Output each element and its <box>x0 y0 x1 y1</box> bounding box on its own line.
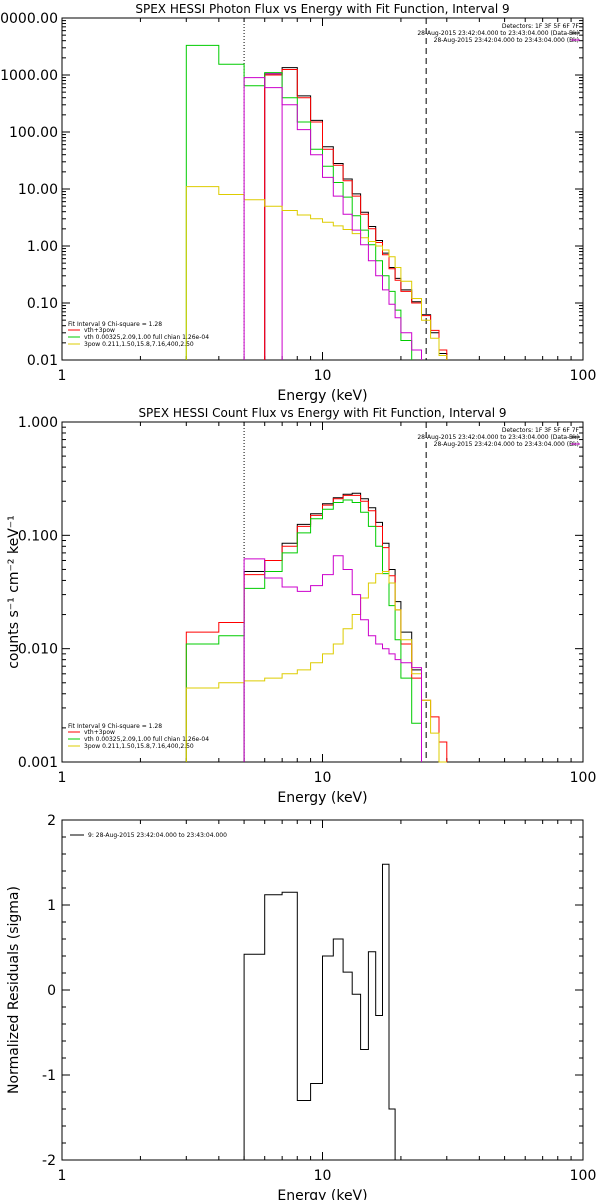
plot-frame <box>61 17 584 361</box>
y-tick-label: 0.100 <box>18 528 58 544</box>
y-tick-label: 0.01 <box>27 353 58 369</box>
y-tick-label: 2 <box>47 813 56 829</box>
x-tick-label: 10 <box>314 770 332 786</box>
y-axis-label: Normalized Residuals (sigma) <box>6 886 22 1094</box>
y-tick-label: 1 <box>47 898 56 914</box>
y-axis-label: counts s⁻¹ cm⁻² keV⁻¹ <box>6 515 22 669</box>
y-tick-label: -1 <box>42 1068 56 1084</box>
series-line-5 <box>243 555 422 762</box>
y-tick-label: 0.10 <box>27 296 58 312</box>
header-line: Detectors: 1F 3F 5F 6F 7F <box>502 23 580 30</box>
y-tick-label: 1.000 <box>18 415 58 431</box>
fit-label: Fit Interval 9 Chi-square = 1.28 <box>68 723 162 730</box>
fit-label: Fit Interval 9 Chi-square = 1.28 <box>68 321 162 328</box>
header-line: Detectors: 1F 3F 5F 6F 7F <box>502 427 580 434</box>
series-line-6 <box>243 77 422 360</box>
legend-label: vth+3pow <box>84 729 115 736</box>
legend-label: vth 0.00325,2.09,1.00 full chian 1.26e-0… <box>84 334 209 341</box>
x-tick-label: 1 <box>58 368 67 384</box>
x-axis-label: Energy (keV) <box>277 790 367 806</box>
y-tick-label: 100.00 <box>9 125 58 141</box>
legend-label: vth 0.00325,2.09,1.00 full chian 1.26e-0… <box>84 736 209 743</box>
y-tick-label: 1.00 <box>27 239 58 255</box>
legend-label: vth+3pow <box>84 327 115 334</box>
series-line-2 <box>185 494 448 762</box>
x-tick-label: 100 <box>570 770 597 786</box>
x-tick-label: 1 <box>58 770 67 786</box>
legend-label: 3pow 0.211,1.50,15.8,7.16,400,2.50 <box>84 341 194 348</box>
header-line: 28-Aug-2015 23:42:04.000 to 23:43:04.000… <box>417 30 579 37</box>
series-line-3 <box>264 69 448 360</box>
x-axis-label: Energy (keV) <box>277 388 367 404</box>
chart-panel-2: SPEX HESSI Count Flux vs Energy with Fit… <box>6 406 596 806</box>
series-line-5 <box>185 186 448 360</box>
y-tick-label: 0.010 <box>18 642 58 658</box>
y-tick-label: 0.001 <box>18 755 58 771</box>
header-line: 28-Aug-2015 23:42:04.000 to 23:43:04.000… <box>417 434 579 441</box>
y-tick-label: 0 <box>47 983 56 999</box>
series-line-4 <box>185 44 413 360</box>
x-tick-label: 10 <box>314 1168 332 1184</box>
header-line: 28-Aug-2015 23:42:04.000 to 23:43:04.000… <box>434 37 579 44</box>
chart-panel-1: SPEX HESSI Photon Flux vs Energy with Fi… <box>0 2 596 404</box>
x-axis-label: Energy (keV) <box>277 1188 367 1200</box>
x-tick-label: 1 <box>58 1168 67 1184</box>
series-line-1 <box>264 67 448 360</box>
chart-title: SPEX HESSI Count Flux vs Energy with Fit… <box>138 406 506 420</box>
y-tick-label: 1000.00 <box>0 68 58 84</box>
plot-frame <box>61 421 584 763</box>
y-tick-label: 0000.00 <box>0 11 58 27</box>
x-tick-label: 100 <box>570 1168 597 1184</box>
legend-label: 3pow 0.211,1.50,15.8,7.16,400,2.50 <box>84 743 194 750</box>
series-line-2 <box>264 73 283 360</box>
x-tick-label: 10 <box>314 368 332 384</box>
y-tick-label: -2 <box>42 1153 56 1169</box>
x-tick-label: 100 <box>570 368 597 384</box>
chart-title: SPEX HESSI Photon Flux vs Energy with Fi… <box>135 2 509 16</box>
series-line-3 <box>185 499 422 762</box>
series-line-1 <box>243 492 422 762</box>
header-line: 28-Aug-2015 23:42:04.000 to 23:43:04.000… <box>434 441 579 448</box>
series-line-4 <box>185 571 447 763</box>
y-tick-label: 10.00 <box>18 182 58 198</box>
series-line-1 <box>243 863 396 1160</box>
legend-label: 9: 28-Aug-2015 23:42:04.000 to 23:43:04.… <box>88 832 227 839</box>
